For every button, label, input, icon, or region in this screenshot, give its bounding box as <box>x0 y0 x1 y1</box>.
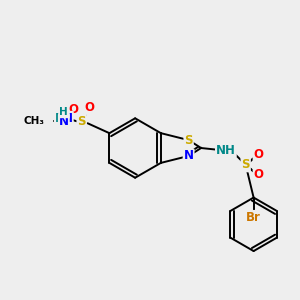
Text: Br: Br <box>246 211 261 224</box>
Text: NH: NH <box>216 143 236 157</box>
Text: N: N <box>63 112 73 125</box>
Text: S: S <box>184 134 193 147</box>
Text: S: S <box>77 115 86 128</box>
Text: H: H <box>59 107 68 117</box>
Text: O: O <box>69 103 79 116</box>
Text: N: N <box>59 115 69 128</box>
Text: O: O <box>85 101 94 114</box>
Text: H: H <box>55 112 65 125</box>
Text: S: S <box>242 158 250 171</box>
Text: N: N <box>184 149 194 162</box>
Text: O: O <box>254 168 264 181</box>
Text: O: O <box>254 148 264 161</box>
Text: CH₃: CH₃ <box>23 116 44 126</box>
